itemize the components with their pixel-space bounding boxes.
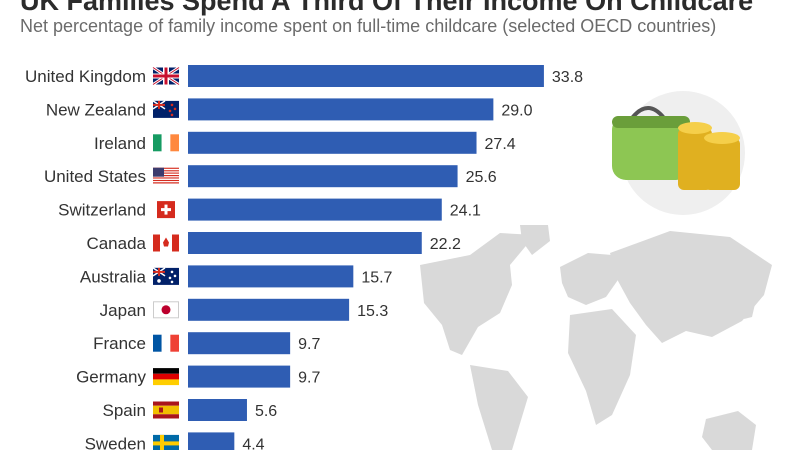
category-label: United Kingdom bbox=[25, 67, 146, 86]
north-america-shape bbox=[420, 233, 535, 355]
greenland-shape bbox=[520, 225, 550, 255]
value-label: 15.7 bbox=[361, 269, 392, 286]
category-label: Australia bbox=[80, 267, 147, 286]
ca-flag-icon bbox=[153, 234, 179, 252]
australia-shape bbox=[702, 411, 756, 450]
bar bbox=[188, 65, 544, 87]
category-label: Japan bbox=[100, 301, 146, 320]
africa-shape bbox=[568, 309, 636, 425]
value-label: 25.6 bbox=[466, 169, 497, 186]
nz-flag-icon bbox=[152, 100, 179, 118]
category-label: Switzerland bbox=[58, 201, 146, 220]
world-map-illustration bbox=[420, 225, 772, 450]
category-label: United States bbox=[44, 167, 146, 186]
value-label: 29.0 bbox=[501, 102, 532, 119]
europe-shape bbox=[560, 253, 620, 305]
value-label: 22.2 bbox=[430, 236, 461, 253]
bar bbox=[188, 265, 354, 288]
bar bbox=[188, 232, 422, 254]
purse-with-coins-icon bbox=[612, 91, 745, 215]
ie-flag-icon bbox=[153, 134, 179, 152]
asia-shape bbox=[610, 231, 772, 343]
coin-stack-right bbox=[704, 132, 740, 190]
value-label: 9.7 bbox=[298, 370, 320, 387]
purse-body bbox=[612, 116, 690, 180]
bar bbox=[188, 98, 494, 121]
au-flag-icon bbox=[152, 267, 179, 285]
south-america-shape bbox=[470, 365, 528, 450]
bar bbox=[188, 332, 291, 355]
value-label: 27.4 bbox=[485, 136, 516, 153]
gb-flag-icon bbox=[152, 66, 180, 86]
bar bbox=[188, 365, 291, 388]
purse-frame bbox=[612, 116, 690, 128]
bar bbox=[188, 298, 350, 321]
value-label: 24.1 bbox=[450, 203, 481, 220]
bar bbox=[188, 131, 477, 154]
coin-stack-left bbox=[678, 122, 712, 190]
japan-shape bbox=[744, 291, 758, 319]
value-label: 33.8 bbox=[552, 69, 583, 86]
value-label: 15.3 bbox=[357, 303, 388, 320]
category-label: Germany bbox=[76, 368, 146, 387]
category-label: France bbox=[93, 334, 146, 353]
bar bbox=[188, 432, 235, 450]
jp-flag-icon bbox=[153, 301, 179, 319]
category-label: Sweden bbox=[85, 434, 146, 450]
us-flag-icon bbox=[153, 167, 179, 184]
chart-subtitle: Net percentage of family income spent on… bbox=[20, 16, 717, 36]
value-label: 4.4 bbox=[242, 436, 264, 450]
bar bbox=[188, 399, 247, 421]
category-label: Spain bbox=[103, 401, 146, 420]
chart-title: UK Families Spend A Third Of Their Incom… bbox=[20, 0, 754, 16]
category-label: New Zealand bbox=[46, 100, 146, 119]
es-flag-icon bbox=[153, 401, 179, 419]
se-flag-icon bbox=[153, 434, 179, 450]
value-label: 5.6 bbox=[255, 403, 277, 420]
purse-clasp bbox=[630, 106, 666, 120]
ch-flag-icon bbox=[157, 201, 175, 219]
fr-flag-icon bbox=[153, 334, 179, 352]
category-label: Ireland bbox=[94, 134, 146, 153]
bar bbox=[188, 198, 442, 221]
de-flag-icon bbox=[153, 368, 179, 386]
category-label: Canada bbox=[86, 234, 146, 253]
bar bbox=[188, 165, 458, 188]
value-label: 9.7 bbox=[298, 336, 320, 353]
